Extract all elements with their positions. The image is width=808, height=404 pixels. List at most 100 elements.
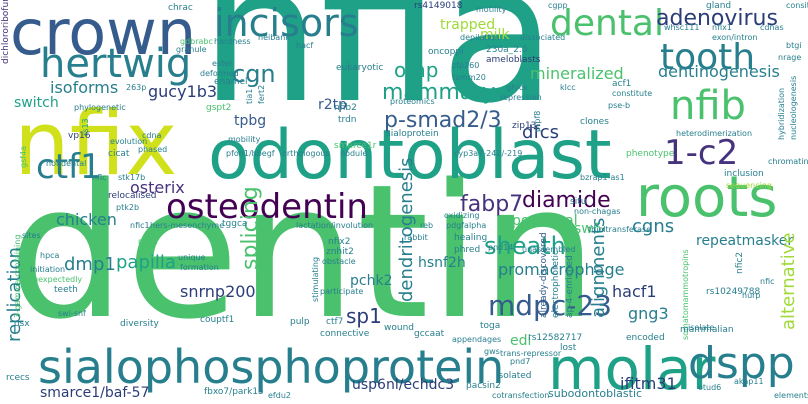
word-situ: situ	[570, 197, 587, 207]
word-cicat: cicat	[108, 149, 130, 159]
word-sw6: sw6	[574, 221, 602, 237]
word-usp6nl/echdc3: usp6nl/echdc3	[352, 377, 455, 393]
word-depilation: depilation	[460, 33, 500, 42]
word-eukaryotic: eukaryotic	[336, 63, 384, 73]
word-pfon1: pfon1/hbegf	[226, 149, 275, 158]
word-zfp260: zfp260	[452, 61, 480, 70]
word-subodontoblastic: subodontoblastic	[548, 387, 643, 400]
word-dissociated: dissociated	[520, 33, 566, 42]
word-postnatal: postnatal	[512, 213, 578, 229]
word-exon/intron: exon/intron	[712, 33, 758, 42]
word-hardness: hardness	[214, 37, 251, 46]
word-sp1: sp1	[346, 304, 382, 328]
word-oxidizing: oxidizing	[444, 211, 480, 220]
word-enamel: enamel	[214, 77, 248, 87]
word-ctf7: ctf7	[326, 317, 344, 327]
word-rs4149018: rs4149018	[414, 1, 463, 11]
word-diversity: diversity	[120, 319, 159, 329]
word-thioltransferase: thioltransferase	[588, 225, 652, 234]
word-r2tp: r2tp	[318, 97, 348, 113]
word-dentinogenesis: dentinogenesis	[658, 62, 780, 81]
word-mobility: mobility	[228, 135, 261, 144]
word-pnd7: pnd7	[510, 357, 531, 366]
word-cdna: cdna	[142, 131, 162, 140]
word-incisors: incisors	[214, 1, 359, 45]
word-pchk2: pchk2	[350, 273, 393, 289]
word-cgn: cgn	[232, 60, 276, 88]
word-nfic1: nfic1	[130, 221, 150, 230]
word-isoforms: isoforms	[50, 78, 119, 97]
word-gucy1b3: gucy1b3	[148, 82, 218, 101]
word-proteomics: proteomics	[390, 97, 435, 106]
word-pulp: pulp	[290, 317, 310, 327]
word-mdpc-23: mdpc-23	[488, 289, 612, 322]
word-cgpp: cgpp	[548, 1, 568, 10]
word-nodule: nodule	[340, 149, 368, 158]
word-dendritogenesis: dendritogenesis	[396, 157, 417, 302]
word-nrage: nrage	[778, 53, 802, 62]
word-teeth: teeth	[54, 285, 78, 295]
word-repression: repression	[500, 93, 542, 102]
word-smarce1r: smarce1r	[334, 141, 377, 151]
word-osterix: osterix	[130, 178, 185, 197]
word-initiation: initiation	[30, 265, 66, 274]
word-inclusion: inclusion	[724, 169, 764, 179]
word-pacsin2: pacsin2	[466, 381, 501, 391]
word-evolution: evolution	[110, 137, 148, 146]
word-gws: gws	[484, 347, 500, 356]
word-electrophoretic: electrophoretic	[551, 249, 561, 318]
word-gh/cs: gh/cs	[506, 83, 528, 92]
word-nfix2: nfix2	[328, 237, 351, 247]
word-cdnas: cdnas	[760, 23, 784, 32]
word-1-c2: 1-c2	[664, 133, 739, 173]
word-gland: gland	[706, 1, 732, 11]
word-rs12582717: rs12582717	[528, 333, 583, 343]
word-unassembled: unassembled	[522, 245, 576, 254]
word-ifitm31: ifitm31	[620, 374, 677, 393]
word-ameloblasts: ameloblasts	[486, 55, 541, 65]
word-participate: participate	[320, 287, 364, 296]
word-nfia: nfia	[200, 0, 557, 145]
word-chicken: chicken	[56, 210, 117, 229]
word-rabbit: rabbit	[404, 233, 428, 242]
word-fabp7: fabp7	[460, 192, 524, 217]
word-oncoppi: oncoppi	[428, 47, 464, 57]
word-nucleologenesis: nucleologenesis	[789, 75, 798, 140]
word-fbxo7: fbxo7/park15	[204, 387, 264, 397]
word-granule: granule	[176, 45, 207, 54]
word-relocalised: relocalised	[108, 191, 157, 201]
word-chromatin: chromatin	[768, 157, 808, 166]
word-motility: motility	[476, 5, 507, 14]
word-dmp1: dmp1	[64, 254, 116, 275]
word-akap11: akap11	[734, 377, 764, 386]
word-mineralized: mineralized	[530, 64, 624, 83]
word-stk17b: stk17b	[118, 173, 146, 182]
word-ap-4-enriched: ap-4-enriched	[565, 255, 575, 318]
word-mammary: mammary	[382, 80, 496, 105]
word-znhit2: znhit2	[326, 247, 354, 257]
word-tggca: tggca	[222, 219, 248, 229]
word-tooth: tooth	[660, 37, 756, 78]
word-unique: unique	[178, 253, 206, 262]
word-constitute: constitute	[612, 89, 653, 98]
word-hybridization: hybridization	[777, 87, 786, 140]
word-nondental: nondental	[46, 159, 87, 168]
word-pdgfalpha: pdgfalpha	[446, 221, 487, 230]
word-trans-repressor: trans-repressor	[500, 349, 562, 358]
word-adenovirus: adenovirus	[656, 6, 778, 31]
word-hsnf2h: hsnf2h	[418, 255, 466, 271]
word-pnd14: pnd14	[488, 243, 514, 252]
word-vp16: vp16	[68, 131, 91, 141]
word-gccaat: gccaat	[414, 329, 445, 339]
word-fert2: fert2	[257, 84, 266, 104]
word-smarce1/baf-57: smarce1/baf-57	[40, 385, 150, 401]
word-dentin: dentin	[8, 144, 598, 360]
word-snrnp200: snrnp200	[180, 282, 256, 301]
word-switch: switch	[14, 95, 59, 111]
word-hpca: hpca	[40, 251, 60, 260]
word-obstacle: obstacle	[322, 257, 356, 266]
word-rs10249788: rs10249788	[706, 287, 761, 297]
word-swi-snf: swi-snf	[58, 309, 86, 318]
word-alternative: alternative	[778, 232, 799, 330]
